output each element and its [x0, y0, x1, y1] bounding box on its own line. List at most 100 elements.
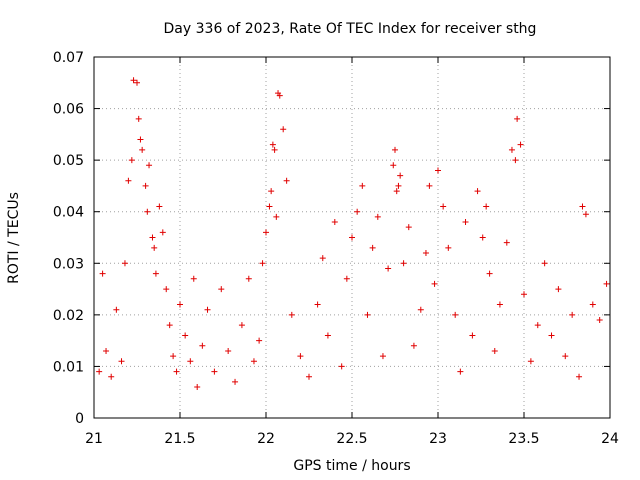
data-point — [225, 347, 232, 354]
data-point — [190, 275, 197, 282]
data-point — [269, 141, 276, 148]
data-point — [276, 92, 283, 99]
data-point — [199, 342, 206, 349]
data-point — [393, 188, 400, 195]
y-tick-label: 0.01 — [53, 359, 84, 375]
data-points — [96, 77, 610, 391]
data-point — [324, 332, 331, 339]
data-point — [139, 146, 146, 153]
data-point — [108, 373, 115, 380]
data-point — [343, 275, 350, 282]
data-point — [514, 115, 521, 122]
data-point — [137, 136, 144, 143]
data-point — [369, 244, 376, 251]
data-point — [349, 234, 355, 241]
data-point — [268, 188, 275, 195]
y-tick-label: 0 — [75, 411, 84, 427]
data-point — [338, 363, 345, 370]
data-point — [173, 368, 180, 375]
data-point — [118, 358, 125, 365]
data-point — [280, 126, 287, 133]
data-point — [512, 157, 519, 164]
data-point — [263, 229, 269, 236]
data-point — [486, 270, 493, 277]
x-tick-label: 22.5 — [336, 431, 367, 447]
data-point — [469, 332, 476, 339]
data-point — [496, 301, 503, 308]
tick-layer: 21 21.5 22 22.5 23 23.5 24 0 0.01 0.02 0.03 0.04 0.0… — [53, 50, 619, 447]
x-tick-label: 21.5 — [164, 431, 195, 447]
data-point — [250, 358, 257, 365]
data-point — [256, 337, 263, 344]
data-point — [397, 172, 404, 179]
data-point — [410, 342, 417, 349]
data-point — [142, 182, 149, 189]
x-tick-label: 23.5 — [508, 431, 539, 447]
data-point — [457, 368, 464, 375]
data-point — [152, 270, 159, 277]
data-point — [271, 146, 278, 153]
data-point — [491, 347, 498, 354]
x-tick-label: 21 — [85, 431, 103, 447]
data-point — [128, 157, 135, 164]
data-point — [431, 280, 438, 287]
data-point — [390, 162, 397, 169]
y-tick-label: 0.05 — [53, 153, 84, 169]
data-point — [483, 203, 490, 210]
data-point — [508, 146, 515, 153]
data-point — [603, 280, 610, 287]
data-point — [134, 79, 140, 86]
data-point — [170, 353, 177, 360]
data-point — [319, 255, 326, 262]
data-point — [589, 301, 596, 308]
data-point — [204, 306, 211, 313]
data-point — [149, 234, 156, 241]
data-point — [166, 322, 173, 329]
data-point — [541, 260, 548, 267]
data-point — [130, 77, 137, 84]
data-point — [151, 244, 158, 251]
data-point — [474, 188, 481, 195]
data-point — [395, 182, 402, 189]
data-point — [211, 368, 218, 375]
y-tick-label: 0.02 — [53, 308, 84, 324]
data-point — [521, 291, 527, 298]
data-point — [548, 332, 555, 339]
data-point — [445, 244, 452, 251]
data-point — [238, 322, 245, 329]
data-point — [385, 265, 392, 272]
data-point — [163, 286, 170, 293]
data-point — [405, 224, 412, 231]
data-point — [426, 182, 433, 189]
data-point — [359, 182, 366, 189]
data-point — [259, 260, 266, 267]
data-point — [379, 353, 386, 360]
data-point — [159, 229, 166, 236]
data-point — [555, 286, 562, 293]
data-point — [354, 208, 361, 215]
y-tick-label: 0.07 — [53, 50, 84, 66]
data-point — [314, 301, 321, 308]
data-point — [435, 167, 441, 174]
data-point — [562, 353, 569, 360]
data-point — [177, 301, 183, 308]
data-point — [182, 332, 189, 339]
data-point — [266, 203, 273, 210]
y-tick-label: 0.06 — [53, 102, 84, 118]
data-point — [364, 311, 371, 318]
data-point — [392, 146, 398, 153]
data-point — [121, 260, 128, 267]
data-point — [569, 311, 576, 318]
data-point — [400, 260, 407, 267]
data-point — [503, 239, 510, 246]
x-axis-label: GPS time / hours — [293, 458, 410, 474]
x-tick-label: 22 — [257, 431, 275, 447]
chart-title: Day 336 of 2023, Rate Of TEC Index for r… — [164, 21, 537, 37]
data-point — [194, 384, 201, 391]
x-tick-label: 23 — [429, 431, 447, 447]
data-point — [331, 219, 338, 226]
data-point — [534, 322, 541, 329]
data-point — [462, 219, 469, 226]
data-point — [99, 270, 106, 277]
